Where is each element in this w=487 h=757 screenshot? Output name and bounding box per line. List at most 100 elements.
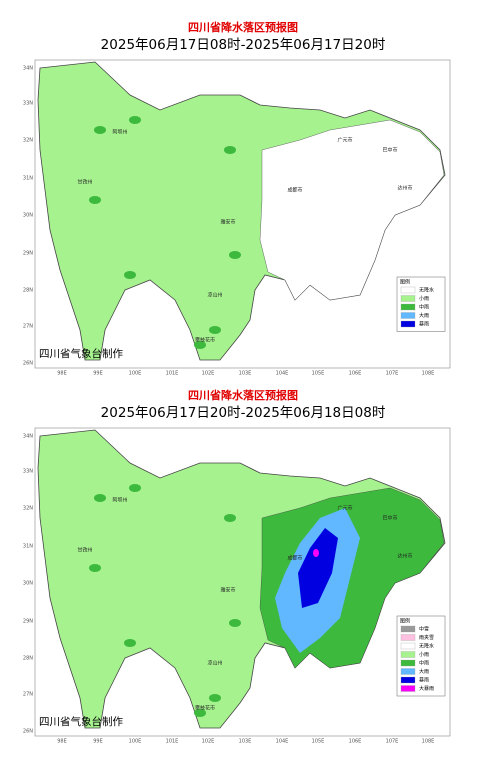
lat-label: 29N bbox=[23, 251, 33, 257]
legend-label: 大雨 bbox=[419, 668, 429, 675]
legend-swatch bbox=[400, 295, 416, 302]
lat-label: 34N bbox=[23, 434, 33, 440]
lat-label: 32N bbox=[23, 138, 33, 144]
map-title: 四川省降水落区预报图 bbox=[188, 20, 298, 34]
map-footer: 四川省气象台制作 bbox=[39, 347, 123, 360]
lon-label: 106E bbox=[349, 739, 362, 745]
city-label: 凉山州 bbox=[207, 660, 222, 667]
city-label: 雅安市 bbox=[220, 219, 235, 226]
legend-label: 雨夹雪 bbox=[419, 634, 434, 641]
lon-label: 105E bbox=[312, 739, 325, 745]
moderate-rain-patch bbox=[194, 709, 206, 717]
legend-label: 暴雨 bbox=[419, 321, 429, 328]
legend-label: 中雪 bbox=[419, 626, 429, 633]
legend-label: 无降水 bbox=[419, 287, 434, 294]
lat-label: 26N bbox=[23, 729, 33, 735]
legend-label: 暴雨 bbox=[419, 677, 429, 684]
lon-label: 108E bbox=[422, 371, 435, 377]
city-label: 甘孜州 bbox=[77, 179, 92, 186]
moderate-rain-patch bbox=[129, 484, 141, 492]
legend-swatch bbox=[400, 659, 416, 667]
lon-label: 106E bbox=[349, 371, 362, 377]
city-label: 广元市 bbox=[337, 505, 352, 512]
rainstorm-area bbox=[298, 528, 338, 608]
moderate-rain-patch bbox=[124, 639, 136, 647]
lon-label: 103E bbox=[239, 371, 252, 377]
legend-swatch bbox=[400, 625, 416, 633]
lon-label: 103E bbox=[239, 739, 252, 745]
map-subtitle: 2025年06月17日08时-2025年06月17日20时 bbox=[101, 37, 386, 53]
legend-label: 中雨 bbox=[419, 660, 429, 667]
map-panel: 四川省降水落区预报图 2025年06月17日08时-2025年06月17日20时阿… bbox=[23, 20, 451, 377]
lat-label: 30N bbox=[23, 213, 33, 219]
lon-label: 98E bbox=[57, 739, 67, 745]
moderate-rain-patch bbox=[229, 251, 241, 259]
legend-swatch bbox=[400, 634, 416, 641]
legend-label: 大暴雨 bbox=[419, 685, 434, 692]
lon-label: 100E bbox=[129, 739, 142, 745]
legend-label: 无降水 bbox=[419, 643, 434, 650]
city-label: 达州市 bbox=[397, 185, 412, 192]
lon-label: 107E bbox=[386, 371, 399, 377]
legend-label: 小雨 bbox=[419, 295, 429, 302]
lon-label: 99E bbox=[93, 739, 103, 745]
lat-label: 32N bbox=[23, 506, 33, 512]
moderate-rain-patch bbox=[194, 341, 206, 349]
city-label: 达州市 bbox=[397, 553, 412, 560]
city-label: 巴中市 bbox=[382, 515, 397, 522]
map-panel: 四川省降水落区预报图 2025年06月17日20时-2025年06月18日08时阿… bbox=[23, 388, 451, 745]
map-subtitle: 2025年06月17日20时-2025年06月18日08时 bbox=[101, 405, 386, 421]
city-label: 成都市 bbox=[287, 555, 302, 562]
city-label: 凉山州 bbox=[207, 292, 222, 299]
moderate-rain-patch bbox=[94, 494, 106, 502]
lat-label: 34N bbox=[23, 66, 33, 72]
lon-label: 104E bbox=[276, 371, 289, 377]
lon-label: 100E bbox=[129, 371, 142, 377]
moderate-rain-patch bbox=[209, 694, 221, 702]
moderate-rain-patch bbox=[89, 564, 101, 572]
lon-label: 101E bbox=[166, 371, 179, 377]
legend-label: 中雨 bbox=[419, 304, 429, 311]
city-label: 成都市 bbox=[287, 187, 302, 194]
legend-label: 小雨 bbox=[419, 651, 429, 658]
city-label: 广元市 bbox=[337, 137, 352, 144]
lat-label: 33N bbox=[23, 101, 33, 107]
lat-label: 29N bbox=[23, 619, 33, 625]
legend-label: 大雨 bbox=[419, 312, 429, 319]
city-label: 巴中市 bbox=[382, 147, 397, 154]
lat-label: 31N bbox=[23, 176, 33, 182]
city-label: 阿坝州 bbox=[112, 497, 127, 504]
lat-label: 27N bbox=[23, 324, 33, 330]
moderate-rain-patch bbox=[224, 146, 236, 154]
legend-swatch bbox=[400, 286, 416, 294]
city-label: 攀枝花市 bbox=[195, 705, 215, 712]
no-rain-area bbox=[259, 119, 445, 301]
lon-label: 107E bbox=[386, 739, 399, 745]
lon-label: 105E bbox=[312, 371, 325, 377]
lat-label: 30N bbox=[23, 581, 33, 587]
legend-swatch bbox=[400, 651, 416, 658]
moderate-rain-patch bbox=[94, 126, 106, 134]
lon-label: 99E bbox=[93, 371, 103, 377]
map-title: 四川省降水落区预报图 bbox=[188, 388, 298, 402]
city-label: 攀枝花市 bbox=[195, 337, 215, 344]
moderate-rain-patch bbox=[89, 196, 101, 204]
lon-label: 108E bbox=[422, 739, 435, 745]
lat-label: 31N bbox=[23, 544, 33, 550]
lon-label: 98E bbox=[57, 371, 67, 377]
moderate-rain-patch bbox=[224, 514, 236, 522]
legend-swatch bbox=[400, 642, 416, 650]
city-label: 甘孜州 bbox=[77, 547, 92, 554]
lon-label: 104E bbox=[276, 739, 289, 745]
legend-title: 图例 bbox=[400, 618, 410, 625]
lat-label: 28N bbox=[23, 288, 33, 294]
moderate-rain-patch bbox=[124, 271, 136, 279]
moderate-rain-patch bbox=[229, 619, 241, 627]
moderate-rain-patch bbox=[209, 326, 221, 334]
map-footer: 四川省气象台制作 bbox=[39, 715, 123, 728]
lat-label: 26N bbox=[23, 361, 33, 367]
city-label: 阿坝州 bbox=[112, 129, 127, 136]
legend-swatch bbox=[400, 312, 416, 319]
legend-swatch bbox=[400, 676, 416, 684]
